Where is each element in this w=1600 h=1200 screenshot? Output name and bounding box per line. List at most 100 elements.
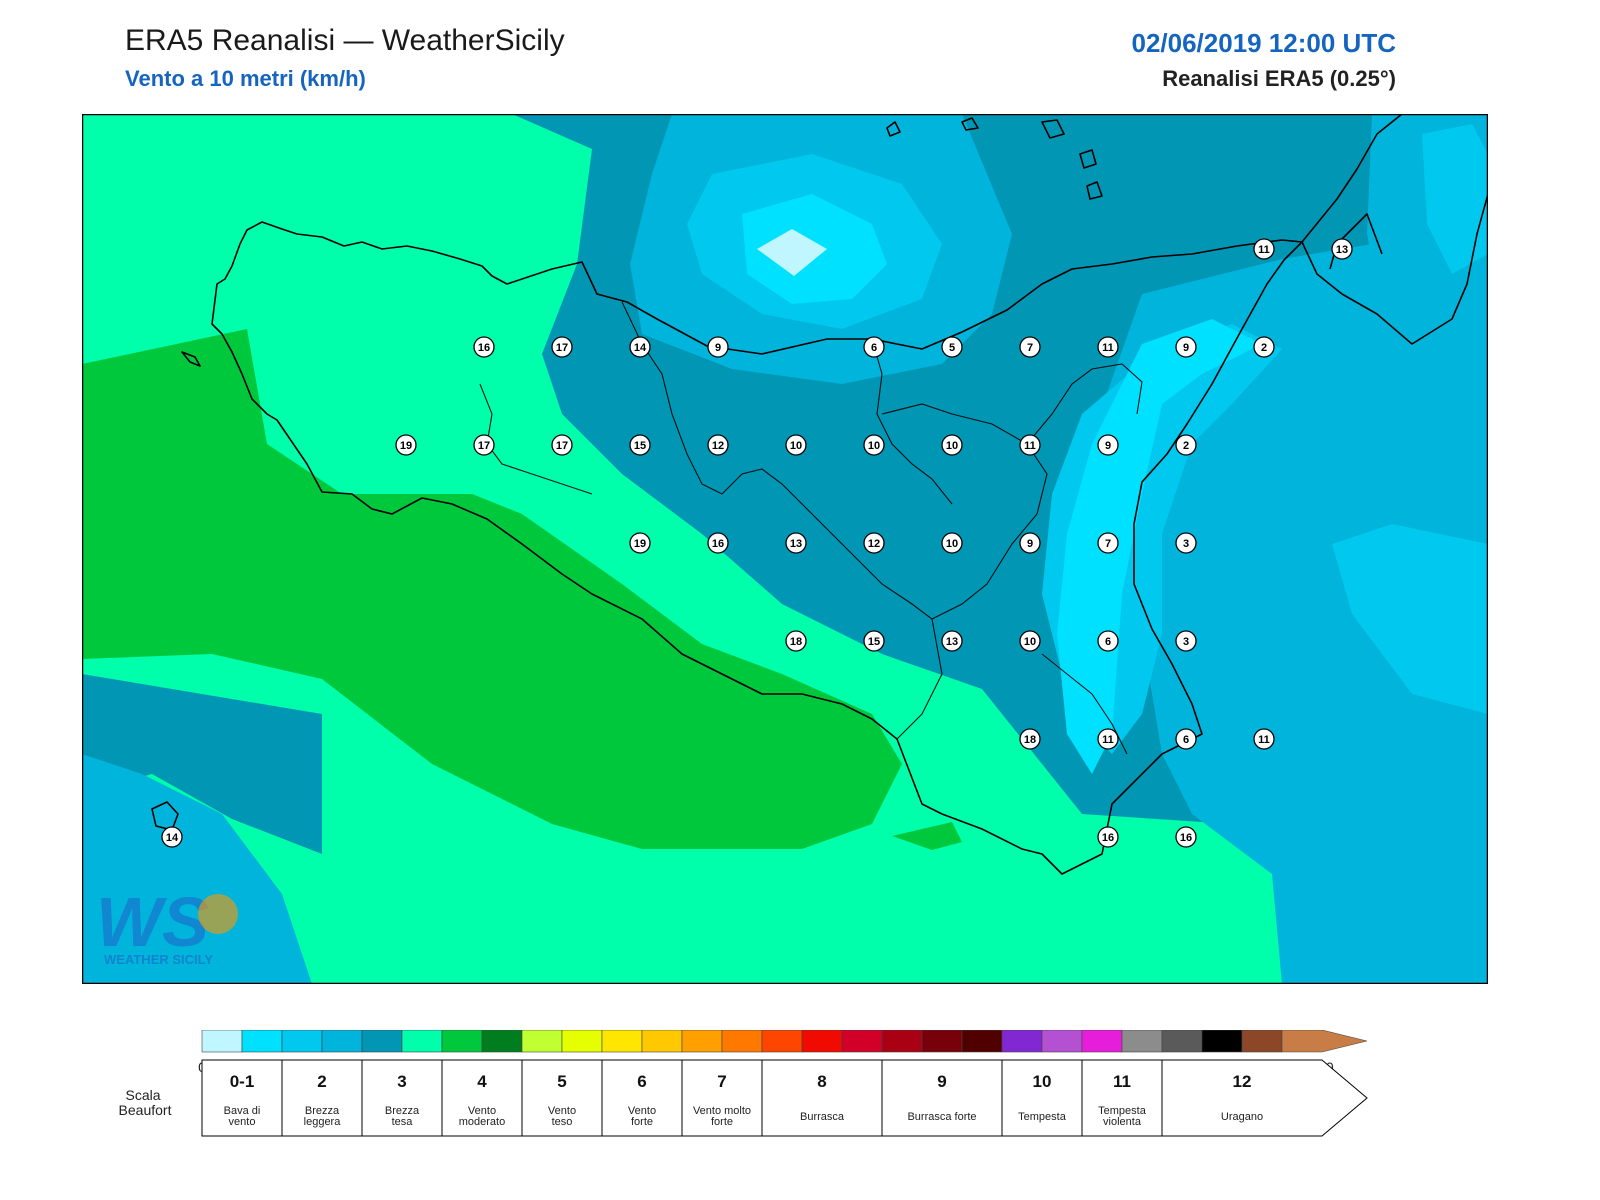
station-circle (863, 630, 885, 652)
beaufort-name: Vento teso (548, 1105, 576, 1128)
station-value: 11 (1024, 440, 1036, 452)
station-circle (395, 434, 417, 456)
beaufort-name: Vento moderato (459, 1105, 505, 1128)
beaufort-name: Bava di vento (224, 1105, 261, 1128)
station-value: 13 (790, 538, 802, 550)
station-marker: 16 (473, 336, 495, 358)
colorbar-bin (641, 1030, 683, 1053)
beaufort-number: 4 (477, 1072, 487, 1091)
beaufort-name: Vento molto forte (693, 1105, 751, 1128)
station-marker: 11 (1253, 238, 1275, 260)
station-value: 6 (871, 342, 877, 354)
station-marker: 10 (785, 434, 807, 456)
station-circle (941, 630, 963, 652)
station-circle (1097, 728, 1119, 750)
station-circle (863, 532, 885, 554)
colorbar-bin (601, 1030, 643, 1053)
station-circle (551, 434, 573, 456)
station-circle (941, 532, 963, 554)
station-marker: 7 (1097, 532, 1119, 554)
station-value: 19 (634, 538, 646, 550)
station-marker: 5 (941, 336, 963, 358)
wind-band-7-10-sw (82, 754, 312, 984)
station-value: 13 (1336, 244, 1348, 256)
beaufort-box (521, 1059, 603, 1137)
beaufort-name: Uragano (1221, 1111, 1263, 1123)
station-marker: 16 (707, 532, 729, 554)
station-circle (1097, 826, 1119, 848)
station-circle (1097, 336, 1119, 358)
station-circle (1175, 434, 1197, 456)
station-value: 3 (1183, 636, 1189, 648)
colorbar-bin (401, 1030, 443, 1053)
beaufort-number: 2 (317, 1072, 326, 1091)
station-marker: 15 (629, 434, 651, 456)
wind-band-20-25-patch (892, 822, 962, 850)
province-borders (479, 301, 1143, 755)
station-marker: 2 (1175, 434, 1197, 456)
station-marker: 6 (1175, 728, 1197, 750)
station-circle (1253, 728, 1275, 750)
beaufort-number: 9 (937, 1072, 946, 1091)
station-circle (785, 532, 807, 554)
station-circle (1097, 630, 1119, 652)
beaufort-box (681, 1059, 763, 1137)
station-marker: 2 (1253, 336, 1275, 358)
station-value: 11 (1258, 244, 1270, 256)
beaufort-box (1161, 1059, 1368, 1137)
beaufort-number: 0-1 (230, 1072, 255, 1091)
wind-map: WS WEATHER SICILY 11 13 16 17 14 9 6 5 7 11 9 2 19 17… (82, 114, 1488, 984)
station-marker: 9 (1097, 434, 1119, 456)
station-marker: 19 (395, 434, 417, 456)
station-value: 17 (556, 342, 568, 354)
station-value: 17 (478, 440, 490, 452)
station-marker: 13 (1331, 238, 1353, 260)
beaufort-box (441, 1059, 523, 1137)
station-circle (1019, 728, 1041, 750)
station-value: 5 (949, 342, 955, 354)
wind-band-20-25 (82, 329, 902, 849)
colorbar-bin (521, 1030, 563, 1053)
beaufort-number: 11 (1113, 1072, 1131, 1091)
station-value: 10 (1024, 636, 1036, 648)
station-marker: 14 (629, 336, 651, 358)
station-circle (1175, 630, 1197, 652)
station-value: 11 (1102, 342, 1114, 354)
station-circle (1253, 238, 1275, 260)
station-circle (1175, 826, 1197, 848)
colorbar-bin (1161, 1030, 1203, 1053)
colorbar-bin (321, 1030, 363, 1053)
station-circle (707, 336, 729, 358)
station-value: 14 (634, 342, 647, 354)
beaufort-class: 12 Uragano (1161, 1059, 1368, 1137)
station-value: 6 (1105, 636, 1111, 648)
beaufort-name: Brezza tesa (385, 1105, 420, 1128)
station-circle (1019, 434, 1041, 456)
station-value: 10 (868, 440, 880, 452)
station-marker: 10 (863, 434, 885, 456)
beaufort-number: 7 (717, 1072, 726, 1091)
station-circle (473, 434, 495, 456)
beaufort-name: Tempesta violenta (1098, 1105, 1147, 1128)
station-value: 10 (946, 440, 958, 452)
station-circle (1019, 630, 1041, 652)
beaufort-name: Vento forte (628, 1105, 656, 1128)
station-value: 18 (790, 636, 802, 648)
wind-band-0-2 (757, 229, 827, 276)
colorbar-bin (361, 1030, 403, 1053)
station-value: 7 (1027, 342, 1033, 354)
station-marker: 6 (1097, 630, 1119, 652)
colorbar-bin (441, 1030, 483, 1053)
station-value: 2 (1183, 440, 1189, 452)
beaufort-class: 9 Burrasca forte (881, 1059, 1003, 1137)
station-value: 16 (478, 342, 490, 354)
beaufort-name: Tempesta (1018, 1111, 1067, 1123)
station-marker: 11 (1097, 728, 1119, 750)
colorbar-bin (1201, 1030, 1243, 1053)
station-value: 3 (1183, 538, 1189, 550)
station-value: 9 (715, 342, 721, 354)
colorbar-bin (721, 1030, 763, 1053)
station-circle (863, 434, 885, 456)
station-value: 6 (1183, 734, 1189, 746)
station-circle (473, 336, 495, 358)
